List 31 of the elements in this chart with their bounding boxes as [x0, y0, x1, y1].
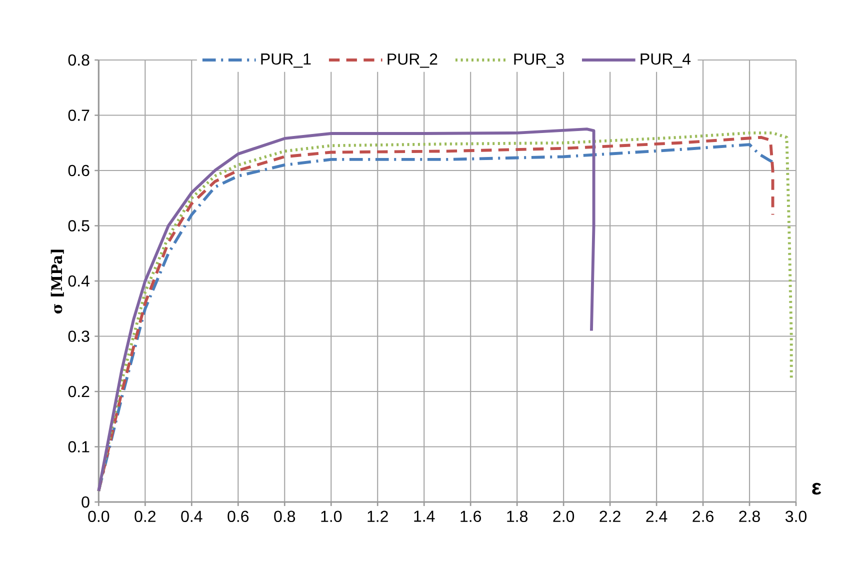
- x-tick-label: 0.0: [88, 510, 110, 522]
- legend-label: PUR_3: [514, 53, 564, 68]
- x-tick-label: 2.8: [739, 510, 760, 522]
- legend-label: PUR_1: [261, 54, 311, 68]
- x-tick-label: 1.0: [321, 510, 342, 522]
- x-tick-label: 2.0: [553, 510, 574, 522]
- x-tick-label: 2.4: [646, 510, 668, 522]
- x-tick-label: 0.8: [274, 510, 296, 522]
- y-tick-label: 0.7: [68, 110, 90, 121]
- x-tick-label: 3.0: [785, 510, 807, 522]
- y-tick-label: 0.8: [68, 54, 90, 66]
- x-tick-label: 0.2: [134, 510, 156, 522]
- x-tick-label: 1.8: [507, 510, 528, 522]
- x-tick-label: 1.6: [460, 510, 481, 522]
- y-tick-label: 0.3: [68, 330, 90, 342]
- x-tick-label: 0.6: [228, 510, 249, 522]
- legend-label: PUR_4: [640, 54, 691, 68]
- y-tick-label: 0.4: [68, 275, 90, 287]
- legend-label: PUR_2: [388, 53, 438, 68]
- y-tick-label: 0.5: [68, 220, 90, 232]
- y-tick-label: 0: [82, 496, 90, 508]
- y-tick-label: 0.2: [68, 386, 90, 398]
- y-tick-label: 0.1: [68, 441, 90, 452]
- x-tick-label: 0.4: [181, 510, 202, 522]
- x-tick-label: 1.4: [414, 510, 435, 522]
- y-tick-label: 0.6: [68, 164, 90, 176]
- y-axis-title: σ [MPa]: [50, 250, 64, 314]
- x-tick-label: 2.6: [692, 510, 714, 522]
- x-tick-label: 1.2: [368, 510, 388, 522]
- x-tick-label: 2.2: [600, 510, 620, 522]
- x-axis-title: ε: [812, 482, 822, 495]
